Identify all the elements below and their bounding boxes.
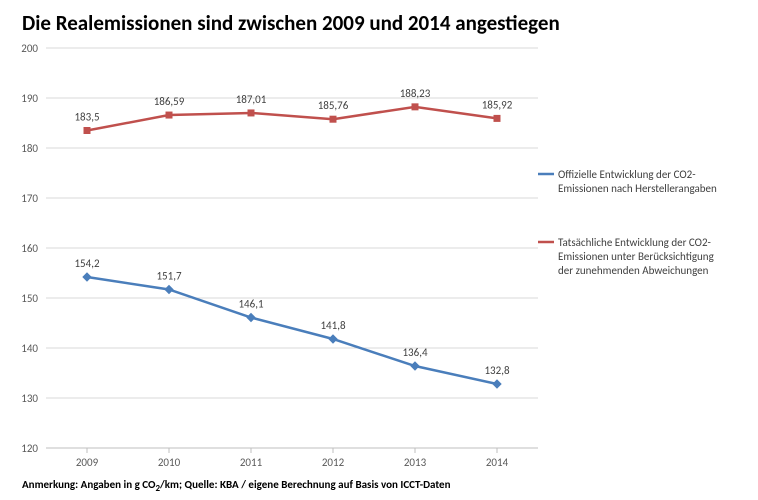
data-marker [494, 115, 500, 121]
legend-label: Emissionen nach Herstellerangaben [558, 182, 717, 195]
data-marker [248, 110, 254, 116]
data-marker [247, 314, 255, 322]
data-label: 146,1 [238, 298, 263, 311]
data-label: 187,01 [236, 93, 267, 106]
footnote-prefix: Anmerkung: Angaben in g CO [22, 478, 155, 491]
footnote-suffix: /km; Quelle: KBA / eigene Berechnung auf… [160, 478, 450, 491]
svg-text:2009: 2009 [76, 456, 99, 469]
svg-text:140: 140 [21, 342, 38, 355]
data-label: 136,4 [402, 346, 427, 359]
legend-label: Emissionen unter Berücksichtigung [558, 250, 714, 263]
svg-text:130: 130 [21, 392, 38, 405]
svg-text:120: 120 [21, 442, 38, 455]
svg-text:2012: 2012 [322, 456, 345, 469]
series-line [87, 277, 497, 384]
svg-text:170: 170 [21, 192, 38, 205]
data-marker [84, 128, 90, 134]
data-marker [411, 362, 419, 370]
data-marker [329, 335, 337, 343]
svg-text:200: 200 [21, 42, 38, 55]
data-label: 141,8 [320, 319, 345, 332]
data-marker [493, 380, 501, 388]
svg-text:2010: 2010 [158, 456, 181, 469]
data-label: 185,92 [482, 98, 513, 111]
svg-text:160: 160 [21, 242, 38, 255]
data-label: 151,7 [156, 270, 181, 283]
series-line [87, 107, 497, 131]
data-label: 188,23 [400, 87, 431, 100]
svg-text:2013: 2013 [404, 456, 427, 469]
data-marker [412, 104, 418, 110]
data-marker [166, 112, 172, 118]
data-marker [165, 286, 173, 294]
svg-text:180: 180 [21, 142, 38, 155]
line-chart: 120 130 140 150 160 170 180 190 200 2009 2010 2011 2… [0, 40, 758, 480]
chart-title: Die Realemissionen sind zwischen 2009 un… [22, 10, 560, 36]
legend-label: Tatsächliche Entwicklung der CO2- [558, 236, 711, 249]
data-marker [330, 116, 336, 122]
chart-footnote: Anmerkung: Angaben in g CO2/km; Quelle: … [22, 478, 451, 494]
data-marker [83, 273, 91, 281]
data-label: 132,8 [484, 364, 509, 377]
data-label: 183,5 [74, 111, 99, 124]
svg-text:190: 190 [21, 92, 38, 105]
svg-text:150: 150 [21, 292, 38, 305]
data-label: 185,76 [318, 99, 349, 112]
data-label: 154,2 [74, 257, 99, 270]
svg-text:2011: 2011 [240, 456, 263, 469]
legend-label: Offizielle Entwicklung der CO2- [558, 168, 696, 181]
data-label: 186,59 [154, 95, 185, 108]
legend-label: der zunehmenden Abweichungen [558, 264, 709, 277]
svg-text:2014: 2014 [486, 456, 509, 469]
